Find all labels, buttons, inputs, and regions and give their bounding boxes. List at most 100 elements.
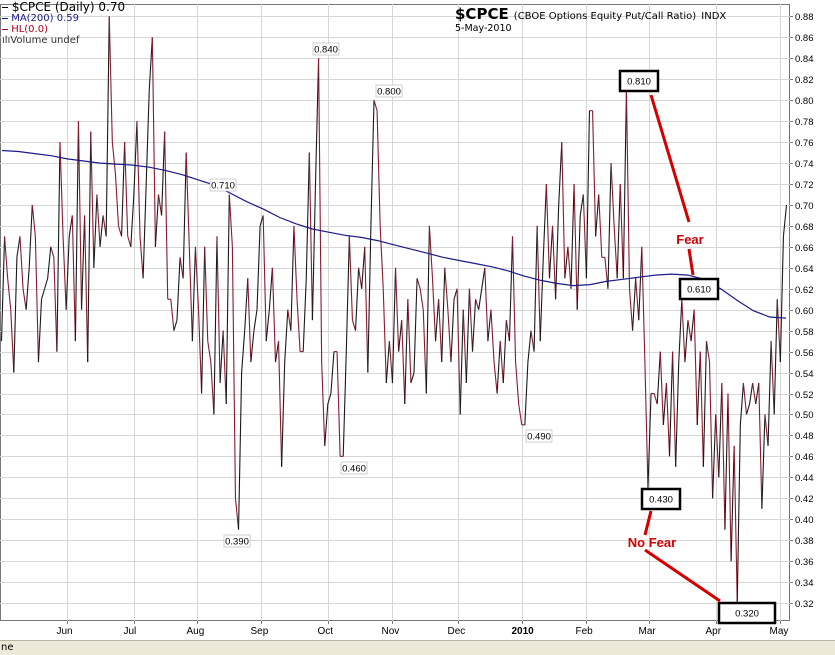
price-segment (727, 393, 732, 562)
y-tick-label: 0.62 (795, 285, 814, 296)
price-segment (256, 225, 261, 310)
price-segment (87, 131, 92, 363)
price-series (0, 16, 788, 604)
price-segment (361, 246, 366, 289)
price-segment (314, 58, 320, 185)
price-segment (127, 236, 132, 248)
price-segment (450, 299, 455, 363)
price-segment (468, 288, 474, 352)
price-segment (401, 320, 406, 404)
price-segment (105, 16, 110, 237)
price-segment (250, 330, 255, 363)
price-segment (244, 278, 249, 331)
price-segment (31, 204, 36, 237)
annotation-lines (643, 94, 721, 603)
price-segment (379, 225, 384, 289)
hl-label-box (340, 461, 368, 475)
price-segment (324, 403, 329, 446)
price-segment (782, 204, 788, 237)
x-tick-label: Mar (639, 626, 657, 637)
price-segment (19, 236, 24, 289)
y-tick-label: 0.70 (795, 201, 814, 212)
price-segment (274, 341, 280, 363)
hl-label-box (375, 84, 403, 98)
price-segment (225, 194, 230, 404)
price-segment (68, 215, 73, 237)
price-segment (188, 246, 193, 342)
chart-title-exchange: INDX (701, 11, 727, 22)
price-segment (216, 236, 221, 384)
price-segment (681, 299, 686, 363)
legend-volume-label: Volume undef (10, 35, 80, 46)
price-segment (493, 362, 498, 394)
price-segment (219, 330, 224, 384)
price-segment (672, 351, 677, 467)
price-segment (422, 309, 427, 394)
price-segment (7, 278, 12, 310)
legend-main-item: $CPCE (Daily) 0.70 (2, 1, 125, 13)
price-segment (367, 225, 372, 373)
hl-label: 0.430 (649, 495, 673, 506)
price-segment (755, 382, 760, 405)
price-segment (635, 278, 640, 321)
price-segment (505, 320, 510, 342)
price-segment (237, 372, 243, 530)
ma-line (1, 149, 787, 319)
price-segment (752, 382, 757, 405)
price-segment (478, 288, 483, 310)
x-tick-label: Dec (448, 626, 466, 637)
price-segment (117, 225, 123, 237)
legend-volume-item: ılıVolume undef (2, 35, 125, 46)
price-segment (579, 194, 584, 216)
price-segment (490, 309, 495, 363)
price-segment (241, 330, 246, 373)
price-segment (345, 236, 350, 352)
price-segment (194, 246, 200, 310)
price-segment (678, 299, 683, 363)
price-segment (724, 393, 729, 530)
price-segment (136, 121, 141, 237)
price-segment (77, 121, 83, 310)
price-segment (690, 309, 695, 342)
price-segment (413, 278, 418, 373)
price-segment (548, 225, 554, 279)
x-tick-label: 2010 (512, 626, 535, 637)
price-segment (47, 246, 52, 279)
plot-frame (0, 4, 790, 621)
price-segment (302, 278, 307, 352)
price-segment (133, 121, 138, 195)
price-segment (419, 288, 424, 310)
hl-label: 0.610 (687, 285, 711, 296)
status-bar-text: ne (1, 642, 14, 653)
price-segment (585, 110, 591, 279)
chart-canvas: 0.32 0.34 0.36 0.38 0.40 0.42 0.44 0.46 0.48 0.50… (0, 4, 814, 637)
price-segment (268, 267, 273, 310)
price-segment (453, 288, 458, 300)
price-segment (74, 121, 80, 342)
price-segment (625, 89, 631, 289)
price-segment (749, 382, 754, 405)
price-segment (391, 267, 397, 384)
price-segment (90, 131, 95, 268)
price-segment (484, 267, 489, 342)
price-segment (616, 183, 621, 279)
price-segment (511, 236, 517, 363)
price-segment (398, 320, 403, 352)
price-segment (515, 362, 520, 405)
y-tick-label: 0.84 (795, 54, 814, 65)
y-tick-label: 0.76 (795, 138, 814, 149)
price-segment (173, 320, 178, 331)
price-segment (191, 246, 196, 342)
price-segment (145, 89, 150, 185)
hl-label: 0.390 (225, 537, 249, 548)
price-segment (659, 351, 664, 425)
x-tick-label: May (770, 626, 789, 637)
legend-hl-swatch-icon (2, 28, 8, 30)
price-segment (407, 299, 412, 384)
price-segment (662, 382, 667, 425)
status-bar: ne (0, 640, 835, 655)
price-segment (702, 341, 708, 467)
price-segment (428, 225, 434, 279)
price-segment (84, 215, 89, 363)
chart-title-symbol: $CPCE (455, 5, 509, 23)
